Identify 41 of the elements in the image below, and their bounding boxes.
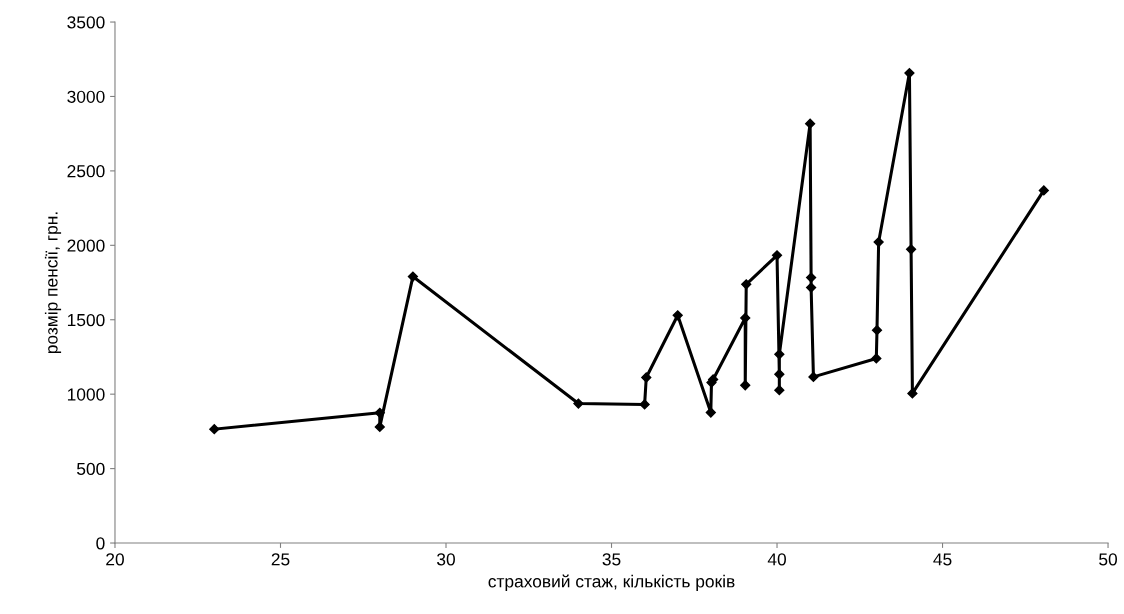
point <box>705 407 716 418</box>
point <box>374 421 385 433</box>
point <box>774 369 785 380</box>
point <box>639 399 650 410</box>
y-tick-label: 3500 <box>67 16 105 29</box>
y-tick-label: 1500 <box>67 313 105 327</box>
x-tick-label: 40 <box>767 553 786 566</box>
y-tick-label: 500 <box>76 462 105 476</box>
point <box>407 271 419 282</box>
x-tick-label: 35 <box>602 553 621 566</box>
point <box>374 407 385 418</box>
point <box>1038 185 1049 196</box>
point <box>774 385 785 396</box>
point <box>907 388 918 399</box>
point <box>741 279 752 290</box>
y-axis-title: розмір пенсії, грн. <box>44 212 62 354</box>
y-tick-label: 2000 <box>67 239 105 252</box>
point <box>573 398 584 409</box>
x-tick-label: 50 <box>1099 553 1118 566</box>
point <box>641 372 652 383</box>
point <box>905 244 917 255</box>
y-tick-label: 1000 <box>67 388 105 401</box>
point <box>672 310 683 321</box>
y-tick-label: 0 <box>96 537 105 550</box>
point <box>805 118 816 129</box>
x-tick-label: 20 <box>106 553 124 566</box>
point <box>871 353 882 364</box>
x-axis-title: страховий стаж, кількість років <box>488 574 735 591</box>
point <box>740 380 751 391</box>
x-tick-label: 45 <box>933 553 952 566</box>
y-tick-label: 3000 <box>67 90 105 103</box>
point <box>806 272 817 283</box>
x-tick-label: 25 <box>271 553 290 566</box>
point <box>808 371 819 383</box>
point <box>871 325 883 336</box>
x-tick-label: 30 <box>437 553 455 566</box>
point <box>209 424 220 435</box>
point <box>806 282 817 293</box>
point <box>774 349 785 360</box>
y-tick-label: 2500 <box>67 165 105 178</box>
point <box>771 250 783 261</box>
